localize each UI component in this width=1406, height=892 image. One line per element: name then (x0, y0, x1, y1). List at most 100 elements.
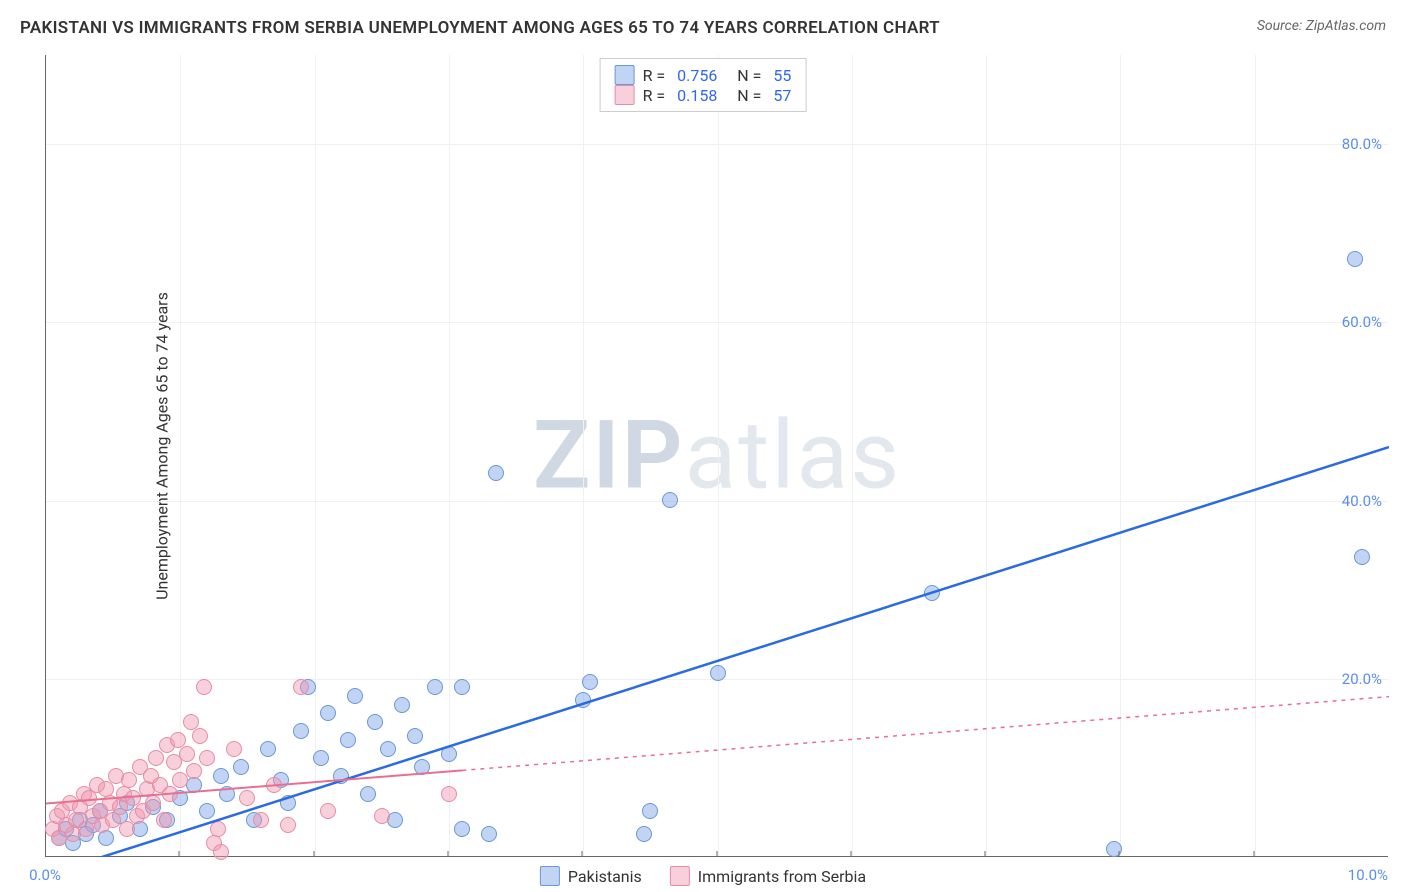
y-tick-label: 60.0% (1342, 313, 1382, 331)
x-tick-mark (313, 851, 314, 857)
data-point (213, 768, 229, 784)
gridline (852, 55, 853, 856)
legend-r-label: R = (643, 86, 670, 105)
data-point (213, 844, 229, 860)
gridline (449, 55, 450, 856)
data-point (333, 768, 349, 784)
data-point (454, 679, 470, 695)
data-point (313, 750, 329, 766)
gridline (1255, 55, 1256, 856)
x-tick-mark (716, 851, 717, 857)
data-point (924, 585, 940, 601)
gridline (718, 55, 719, 856)
legend-swatch (615, 65, 635, 85)
legend-n-label: N = (725, 66, 765, 85)
x-tick-label: 0.0% (29, 866, 61, 884)
data-point (148, 750, 164, 766)
y-tick-label: 20.0% (1342, 670, 1382, 688)
data-point (320, 705, 336, 721)
correlation-legend: R = 0.756 N = 55R = 0.158 N = 57 (600, 58, 807, 112)
data-point (280, 795, 296, 811)
data-point (253, 812, 269, 828)
data-point (407, 728, 423, 744)
data-point (414, 759, 430, 775)
x-tick-mark (447, 851, 448, 857)
x-tick-mark (985, 851, 986, 857)
data-point (280, 817, 296, 833)
data-point (394, 697, 410, 713)
data-point (186, 763, 202, 779)
data-point (441, 786, 457, 802)
data-point (156, 812, 172, 828)
legend-series-label: Immigrants from Serbia (698, 867, 866, 886)
legend-n-value: 55 (773, 66, 791, 85)
data-point (226, 741, 242, 757)
data-point (162, 786, 178, 802)
legend-item: Pakistanis (540, 866, 642, 886)
data-point (199, 803, 215, 819)
data-point (488, 465, 504, 481)
x-tick-label: 10.0% (1348, 866, 1388, 884)
data-point (260, 741, 276, 757)
legend-n-label: N = (725, 86, 765, 105)
data-point (427, 679, 443, 695)
data-point (380, 741, 396, 757)
data-point (179, 746, 195, 762)
data-point (582, 674, 598, 690)
x-tick-mark (850, 851, 851, 857)
data-point (239, 790, 255, 806)
gridline (583, 55, 584, 856)
data-point (636, 826, 652, 842)
data-point (642, 803, 658, 819)
data-point (374, 808, 390, 824)
x-tick-mark (179, 851, 180, 857)
data-point (454, 821, 470, 837)
data-point (575, 692, 591, 708)
data-point (481, 826, 497, 842)
data-point (196, 679, 212, 695)
data-point (360, 786, 376, 802)
legend-item: Immigrants from Serbia (670, 866, 866, 886)
x-tick-mark (1253, 851, 1254, 857)
legend-r-value: 0.756 (677, 66, 717, 85)
gridline (315, 55, 316, 856)
data-point (1354, 549, 1370, 565)
series-legend: Pakistanis Immigrants from Serbia (540, 866, 866, 886)
data-point (367, 714, 383, 730)
data-point (347, 688, 363, 704)
data-point (340, 732, 356, 748)
data-point (293, 679, 309, 695)
data-point (662, 492, 678, 508)
data-point (441, 746, 457, 762)
gridline (1120, 55, 1121, 856)
x-tick-mark (1119, 851, 1120, 857)
legend-r-value: 0.158 (677, 86, 717, 105)
data-point (266, 777, 282, 793)
chart-title: PAKISTANI VS IMMIGRANTS FROM SERBIA UNEM… (20, 18, 940, 38)
data-point (121, 772, 137, 788)
gridline (986, 55, 987, 856)
data-point (219, 786, 235, 802)
source-label: Source: ZipAtlas.com (1257, 18, 1386, 34)
data-point (145, 795, 161, 811)
legend-n-value: 57 (773, 86, 791, 105)
data-point (199, 750, 215, 766)
data-point (293, 723, 309, 739)
data-point (233, 759, 249, 775)
legend-swatch (670, 866, 690, 886)
y-tick-label: 80.0% (1342, 135, 1382, 153)
legend-row: R = 0.756 N = 55 (615, 65, 792, 85)
data-point (320, 803, 336, 819)
legend-swatch (615, 85, 635, 105)
scatter-plot: ZIPatlas 20.0%40.0%60.0%80.0% (45, 55, 1388, 857)
data-point (210, 821, 226, 837)
legend-r-label: R = (643, 66, 670, 85)
legend-series-label: Pakistanis (568, 867, 642, 886)
y-tick-label: 40.0% (1342, 492, 1382, 510)
legend-swatch (540, 866, 560, 886)
legend-row: R = 0.158 N = 57 (615, 85, 792, 105)
x-tick-mark (582, 851, 583, 857)
data-point (192, 728, 208, 744)
data-point (119, 821, 135, 837)
data-point (1347, 251, 1363, 267)
